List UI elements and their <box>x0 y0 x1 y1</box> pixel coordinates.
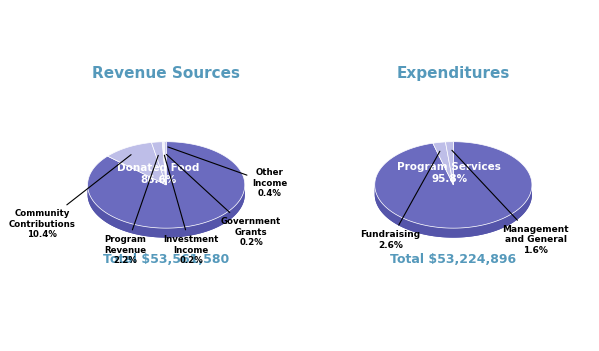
Text: Other
Income
0.4%: Other Income 0.4% <box>168 147 288 198</box>
Text: Program Services
95.8%: Program Services 95.8% <box>398 162 501 184</box>
Text: Government
Grants
0.2%: Government Grants 0.2% <box>167 154 281 247</box>
Polygon shape <box>87 142 245 228</box>
Text: Total $53,224,896: Total $53,224,896 <box>391 253 516 266</box>
Text: Community
Contributions
10.4%: Community Contributions 10.4% <box>8 155 131 239</box>
Polygon shape <box>164 142 166 185</box>
Polygon shape <box>164 142 166 185</box>
Polygon shape <box>375 184 532 238</box>
Text: Total $53,561,580: Total $53,561,580 <box>103 253 229 266</box>
Polygon shape <box>87 184 245 238</box>
Polygon shape <box>152 142 166 185</box>
Polygon shape <box>108 143 166 185</box>
Polygon shape <box>375 142 532 228</box>
Text: Program
Revenue
2.2%: Program Revenue 2.2% <box>104 155 158 265</box>
Text: Management
and General
1.6%: Management and General 1.6% <box>452 150 569 255</box>
Polygon shape <box>162 142 166 185</box>
Text: Donated Food
86.6%: Donated Food 86.6% <box>117 163 199 185</box>
Title: Revenue Sources: Revenue Sources <box>92 66 240 81</box>
Text: Investment
Income
0.2%: Investment Income 0.2% <box>164 155 219 265</box>
Polygon shape <box>433 142 453 185</box>
Polygon shape <box>87 185 245 238</box>
Polygon shape <box>446 142 453 185</box>
Polygon shape <box>375 185 532 238</box>
Text: Fundraising
2.6%: Fundraising 2.6% <box>361 151 440 250</box>
Title: Expenditures: Expenditures <box>397 66 510 81</box>
